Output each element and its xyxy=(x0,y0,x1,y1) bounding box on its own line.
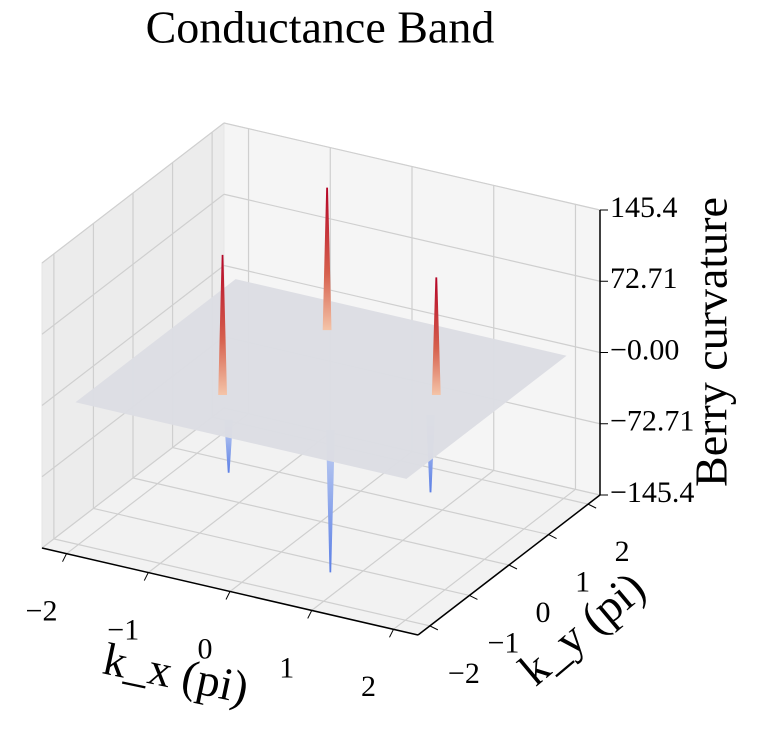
grid-line xyxy=(41,407,225,549)
x-tick xyxy=(62,553,67,562)
grid-line xyxy=(223,122,601,211)
grid-line xyxy=(41,265,225,406)
surface-sheet xyxy=(75,279,567,479)
y-tick xyxy=(429,625,439,631)
x-tick-label: 0 xyxy=(198,632,213,665)
x-tick xyxy=(389,629,394,638)
y-tick xyxy=(469,594,478,600)
grid-line xyxy=(93,507,470,597)
y-tick-label: −2 xyxy=(448,657,480,690)
x-tick xyxy=(143,572,149,581)
grid-line xyxy=(53,538,431,627)
marks xyxy=(75,187,567,573)
positive-peak xyxy=(431,277,441,395)
z-tick-label: −72.71 xyxy=(610,405,694,438)
y-tick-label: 0 xyxy=(536,596,551,629)
grid-line xyxy=(223,193,601,282)
x-axis-label: k_x (pi) xyxy=(99,633,253,713)
y-tick-label: −1 xyxy=(487,626,519,659)
z-tick-label: −0.00 xyxy=(610,333,679,366)
y-tick-label: 2 xyxy=(615,535,630,568)
z-axis-label: Berry curvature xyxy=(686,197,737,487)
grid-line xyxy=(223,264,601,354)
y-tick xyxy=(548,534,557,540)
x-tick-label: 2 xyxy=(361,670,376,703)
y-tick xyxy=(508,564,518,570)
y-axis-line xyxy=(417,494,601,636)
positive-peak xyxy=(218,254,227,395)
x-tick-label: −2 xyxy=(26,595,58,628)
z-tick-label: 145.4 xyxy=(610,191,678,224)
positive-peak xyxy=(322,187,332,331)
x-axis-line xyxy=(41,547,419,636)
z-tick-label: −145.4 xyxy=(610,476,694,509)
x-tick-label: −1 xyxy=(107,613,139,646)
y-tick xyxy=(587,503,597,509)
grid-line xyxy=(41,193,225,335)
z-tick-label: 72.71 xyxy=(610,262,678,295)
chart-title: Conductance Band xyxy=(146,2,495,53)
negative-peak xyxy=(326,429,335,573)
x-tick-label: 1 xyxy=(279,651,294,684)
grid-line xyxy=(132,477,510,566)
x-tick xyxy=(225,591,231,600)
y-tick-label: 1 xyxy=(575,565,590,598)
grid-line xyxy=(172,446,549,536)
x-tick xyxy=(307,610,313,619)
grid-line xyxy=(41,122,225,264)
